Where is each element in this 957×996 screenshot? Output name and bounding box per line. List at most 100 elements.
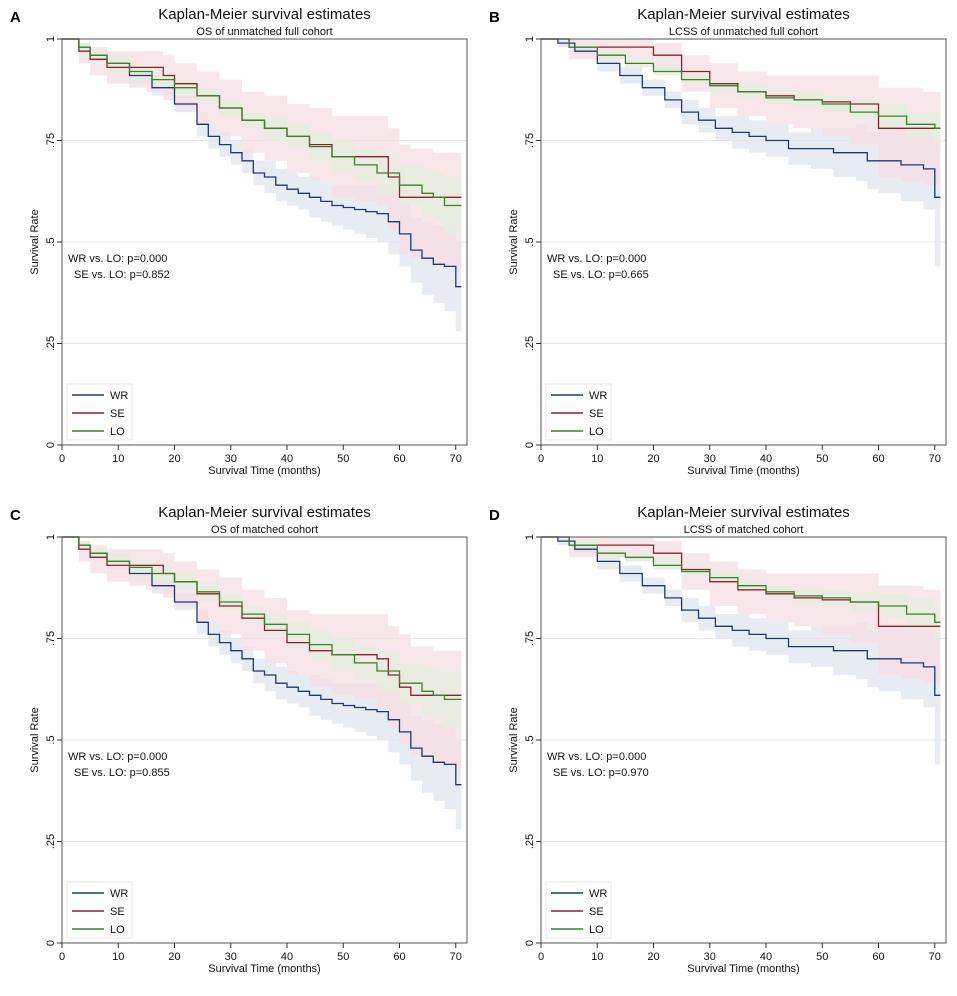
legend-label-wr: WR	[589, 888, 607, 900]
y-tick-label: .5	[524, 237, 536, 246]
x-axis-label: Survival Time (months)	[687, 963, 799, 975]
y-tick-label: .25	[45, 834, 57, 849]
chart-subtitle: LCSS of matched cohort	[684, 524, 804, 536]
y-tick-label: .5	[45, 237, 57, 246]
legend-label-lo: LO	[589, 426, 604, 438]
x-tick-label: 0	[538, 951, 544, 963]
ci-band-se	[62, 39, 462, 271]
ci-band-lo	[62, 39, 462, 234]
km-curve-wr	[541, 536, 941, 696]
p-value-wr-lo: WR vs. LO: p=0.000	[547, 751, 646, 763]
y-tick-label: .5	[45, 735, 57, 744]
km-panel-d: D Kaplan-Meier survival estimates LCSS of …	[489, 504, 947, 975]
legend-label-se: SE	[589, 408, 604, 420]
x-tick-label: 50	[337, 453, 349, 465]
ci-band-se	[541, 537, 941, 684]
km-panel-c: C Kaplan-Meier survival estimates OS of ma…	[10, 504, 468, 975]
x-axis-label: Survival Time (months)	[687, 465, 799, 477]
y-tick-label: .5	[524, 735, 536, 744]
x-tick-label: 0	[538, 453, 544, 465]
x-tick-label: 70	[450, 453, 462, 465]
km-curve-lo	[62, 38, 462, 207]
x-tick-label: 10	[112, 951, 124, 963]
x-tick-label: 10	[591, 951, 603, 963]
x-tick-label: 60	[393, 951, 405, 963]
km-curve-wr	[62, 536, 462, 786]
y-axis-label: Survival Rate	[29, 209, 41, 274]
y-tick-label: .75	[524, 133, 536, 148]
legend: WR SE LO	[66, 383, 133, 441]
x-tick-label: 40	[281, 453, 293, 465]
y-tick-label: .25	[524, 834, 536, 849]
x-tick-label: 70	[929, 453, 941, 465]
legend: WR SE LO	[545, 881, 612, 939]
km-curve-wr	[541, 38, 941, 198]
legend: WR SE LO	[66, 881, 133, 939]
km-curve-lo	[541, 38, 941, 129]
km-curve-lo	[541, 536, 941, 623]
y-tick-label: .75	[45, 133, 57, 148]
x-tick-label: 40	[760, 951, 772, 963]
y-tick-label: 1	[524, 534, 536, 540]
y-tick-label: .75	[524, 631, 536, 646]
x-tick-label: 40	[760, 453, 772, 465]
legend-label-lo: LO	[110, 426, 125, 438]
x-tick-label: 20	[647, 453, 659, 465]
x-tick-label: 30	[704, 453, 716, 465]
x-tick-label: 10	[112, 453, 124, 465]
panel-letter: D	[489, 507, 500, 524]
y-tick-label: 0	[524, 940, 536, 946]
km-panel-b: B Kaplan-Meier survival estimates LCSS of …	[489, 6, 947, 477]
x-tick-label: 20	[168, 453, 180, 465]
chart-subtitle: OS of unmatched full cohort	[196, 26, 332, 38]
legend-label-se: SE	[110, 906, 125, 918]
y-axis-label: Survival Rate	[508, 707, 520, 772]
y-tick-label: 0	[45, 940, 57, 946]
x-tick-label: 60	[872, 951, 884, 963]
panel-letter: C	[10, 507, 21, 524]
ci-band-se	[541, 39, 941, 186]
y-tick-label: 0	[45, 442, 57, 448]
y-tick-label: 1	[524, 36, 536, 42]
x-tick-label: 60	[872, 453, 884, 465]
x-tick-label: 40	[281, 951, 293, 963]
legend-label-wr: WR	[589, 390, 607, 402]
x-tick-label: 20	[168, 951, 180, 963]
y-axis-label: Survival Rate	[29, 707, 41, 772]
ci-band-wr	[62, 537, 462, 830]
p-value-se-lo: SE vs. LO: p=0.855	[74, 767, 170, 779]
legend: WR SE LO	[545, 383, 612, 441]
x-tick-label: 50	[337, 951, 349, 963]
y-tick-label: .75	[45, 631, 57, 646]
chart-title: Kaplan-Meier survival estimates	[158, 504, 371, 521]
x-tick-label: 50	[816, 951, 828, 963]
ci-band-lo	[541, 537, 941, 639]
ci-band-se	[62, 537, 462, 769]
x-tick-label: 30	[225, 453, 237, 465]
p-value-se-lo: SE vs. LO: p=0.852	[74, 269, 170, 281]
chart-subtitle: LCSS of unmatched full cohort	[669, 26, 818, 38]
p-value-wr-lo: WR vs. LO: p=0.000	[68, 751, 167, 763]
y-tick-label: 0	[524, 442, 536, 448]
x-axis-label: Survival Time (months)	[208, 963, 320, 975]
p-value-se-lo: SE vs. LO: p=0.665	[553, 269, 649, 281]
x-tick-label: 30	[704, 951, 716, 963]
y-tick-label: .25	[524, 336, 536, 351]
x-tick-label: 30	[225, 951, 237, 963]
chart-title: Kaplan-Meier survival estimates	[158, 6, 371, 23]
km-panel-a: A Kaplan-Meier survival estimates OS of un…	[10, 6, 468, 477]
x-tick-label: 70	[929, 951, 941, 963]
p-value-wr-lo: WR vs. LO: p=0.000	[68, 253, 167, 265]
legend-label-lo: LO	[110, 924, 125, 936]
legend-label-se: SE	[589, 906, 604, 918]
chart-title: Kaplan-Meier survival estimates	[637, 504, 850, 521]
x-tick-label: 0	[59, 453, 65, 465]
y-tick-label: 1	[45, 36, 57, 42]
x-tick-label: 50	[816, 453, 828, 465]
panel-letter: B	[489, 9, 500, 26]
p-value-wr-lo: WR vs. LO: p=0.000	[547, 253, 646, 265]
panel-letter: A	[10, 9, 21, 26]
x-tick-label: 0	[59, 951, 65, 963]
y-tick-label: 1	[45, 534, 57, 540]
y-axis-label: Survival Rate	[508, 209, 520, 274]
